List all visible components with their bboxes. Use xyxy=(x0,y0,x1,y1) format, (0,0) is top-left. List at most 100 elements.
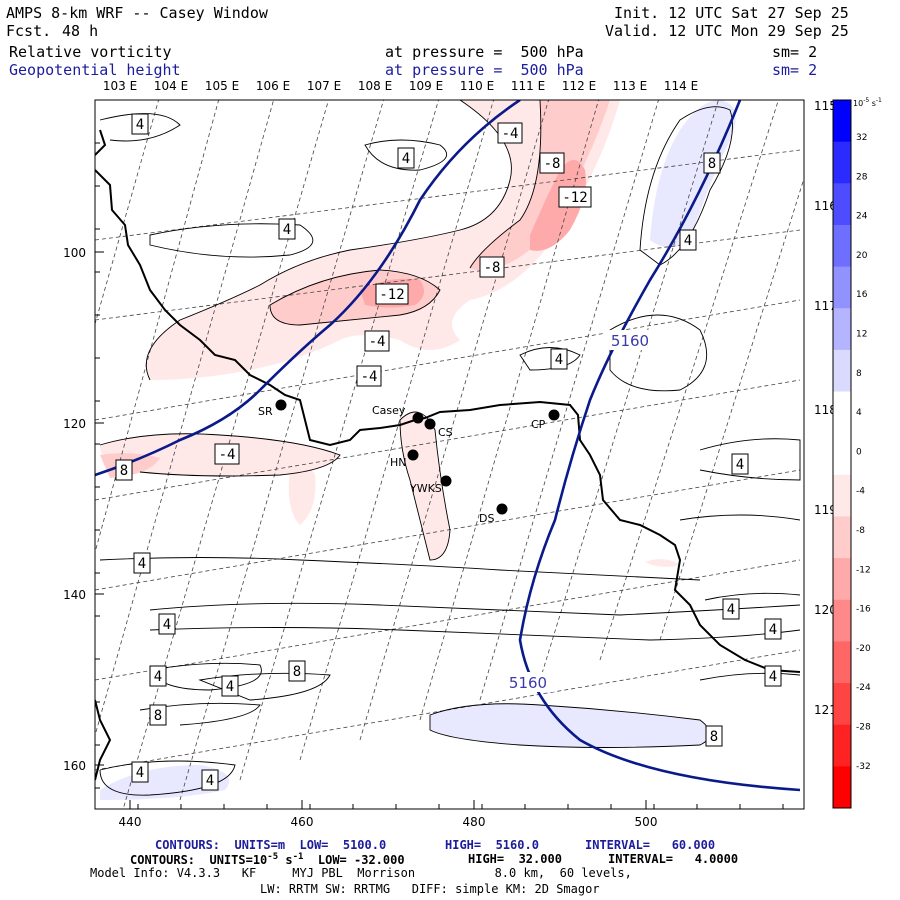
colorbar-value: 28 xyxy=(856,172,868,182)
colorbar-swatch xyxy=(833,266,851,309)
contour-label-box xyxy=(479,256,505,278)
contour-label: -8 xyxy=(484,260,501,276)
colorbar-value: -28 xyxy=(856,723,871,733)
contour-line xyxy=(399,411,451,561)
y-tick-label: 160 xyxy=(63,759,86,773)
contour-label: 4 xyxy=(136,117,144,133)
contour-line xyxy=(364,139,448,171)
contour-label: -12 xyxy=(379,287,404,303)
colorbar-frame xyxy=(832,99,852,809)
colorbar-units-exp: -5 xyxy=(863,97,869,104)
contour-label-box xyxy=(149,704,167,726)
lon-label: 110 E xyxy=(460,79,494,93)
footer-text: -1 xyxy=(292,852,304,862)
station-dot xyxy=(412,412,424,424)
colorbar-swatch xyxy=(833,224,851,268)
colorbar-value: 16 xyxy=(856,290,868,300)
contour-label: 8 xyxy=(120,463,128,479)
model-info-physics: LW: RRTM SW: RRTMG DIFF: simple KM: 2D S… xyxy=(260,882,600,896)
height-label: 5160 xyxy=(509,674,547,692)
lon-label: 103 E xyxy=(103,79,137,93)
contour-label-box xyxy=(158,613,176,635)
lon-label: 105 E xyxy=(205,79,239,93)
height-contour-info: CONTOURS: UNITS=m LOW= 5100.0 HIGH= 5160.… xyxy=(155,838,715,852)
lon-label: 112 E xyxy=(562,79,596,93)
height-label-box xyxy=(502,672,554,692)
negative-vorticity-shade xyxy=(645,559,680,567)
station-dot xyxy=(440,475,452,487)
longitude-line xyxy=(599,100,779,661)
colorbar-value: -8 xyxy=(856,526,865,536)
contour-label-box xyxy=(356,365,382,387)
footer-text: LOW= -32.000 xyxy=(303,853,405,867)
footer-text: INTERVAL= 60.000 xyxy=(585,838,716,852)
smoothing-vorticity: sm= 2 xyxy=(772,43,818,61)
axis-ticks: 440 460 480 500 100 120 140 160 xyxy=(63,99,784,829)
contour-label-box xyxy=(149,665,167,687)
contour-line xyxy=(469,100,542,269)
lon-label: 111 E xyxy=(511,79,545,93)
footer-text: CONTOURS: UNITS=m LOW= 5100.0 xyxy=(155,838,387,852)
footer-text: HIGH= 32.000 xyxy=(468,852,562,866)
lon-labels-top: 103 E 104 E 105 E 106 E 107 E 108 E 109 E 110 E… xyxy=(103,79,698,93)
x-tick-label: 500 xyxy=(635,815,658,829)
lon-label: 109 E xyxy=(409,79,443,93)
height-label: 5160 xyxy=(611,332,649,350)
station-label: CP xyxy=(531,418,546,431)
valid-time: Valid. 12 UTC Mon 29 Sep 25 xyxy=(605,22,849,40)
contour-line xyxy=(149,602,801,616)
lon-label: 113 E xyxy=(613,79,647,93)
station-label: DS xyxy=(479,512,494,525)
model-info: Model Info: V4.3.3 KF MYJ PBL Morrison 8… xyxy=(90,866,632,880)
contour-label: 8 xyxy=(293,664,301,680)
vorticity-contour-info: CONTOURS: UNITS=10-5 s-1 LOW= -32.000 HIG… xyxy=(130,852,738,867)
colorbar-units-tail: s xyxy=(869,99,876,108)
negative-vorticity-shade xyxy=(470,100,610,271)
lon-label: 104 E xyxy=(154,79,188,93)
contour-label-box xyxy=(764,618,782,640)
colorbar-swatch xyxy=(833,391,851,434)
colorbar-swatch xyxy=(833,141,851,184)
contour-label-box xyxy=(539,152,565,174)
contour-label: -4 xyxy=(361,369,378,385)
colorbar-value: -32 xyxy=(856,762,871,772)
station-dot xyxy=(548,409,560,421)
longitude-line xyxy=(359,100,549,741)
contour-label-box xyxy=(131,113,149,135)
contour-label: 4 xyxy=(736,457,744,473)
contour-label: 4 xyxy=(684,233,692,249)
contour-label-box xyxy=(731,453,749,475)
contour-label-box xyxy=(288,660,306,682)
contour-label-box xyxy=(397,147,415,169)
field-height: Geopotential height xyxy=(9,61,181,79)
contour-label: -4 xyxy=(502,126,519,142)
colorbar-units-exp: -1 xyxy=(876,97,882,104)
footer-text: s xyxy=(278,853,293,867)
contour-line xyxy=(149,662,262,691)
colorbar-value: -24 xyxy=(856,683,871,693)
x-tick-label: 460 xyxy=(291,815,314,829)
contour-label-box xyxy=(201,769,219,791)
contour-label-box xyxy=(375,283,409,305)
contour-label: 4 xyxy=(769,669,777,685)
contour-label: 4 xyxy=(727,602,735,618)
plot-frame xyxy=(94,99,805,810)
contour-line xyxy=(699,672,801,681)
forecast-hour: 48 h xyxy=(62,22,99,40)
field-vorticity: Relative vorticity xyxy=(9,43,172,61)
lon-label: 114 E xyxy=(664,79,698,93)
contour-label: 8 xyxy=(154,708,162,724)
coast-line xyxy=(95,129,107,156)
colorbar-value: 8 xyxy=(856,369,862,379)
latitude-line xyxy=(95,469,801,591)
contour-line xyxy=(519,347,581,371)
colorbar: 32 28 24 20 16 12 8 4 0 -4 -8 -12 -16 -20 -24 -28 -32 10-… xyxy=(832,97,882,809)
latitude-line xyxy=(95,559,801,681)
contour-label-box xyxy=(550,348,568,370)
colorbar-value: 24 xyxy=(856,212,868,222)
colorbar-swatch xyxy=(833,308,851,351)
contour-label-box xyxy=(278,218,296,240)
longitude-line xyxy=(179,100,384,801)
